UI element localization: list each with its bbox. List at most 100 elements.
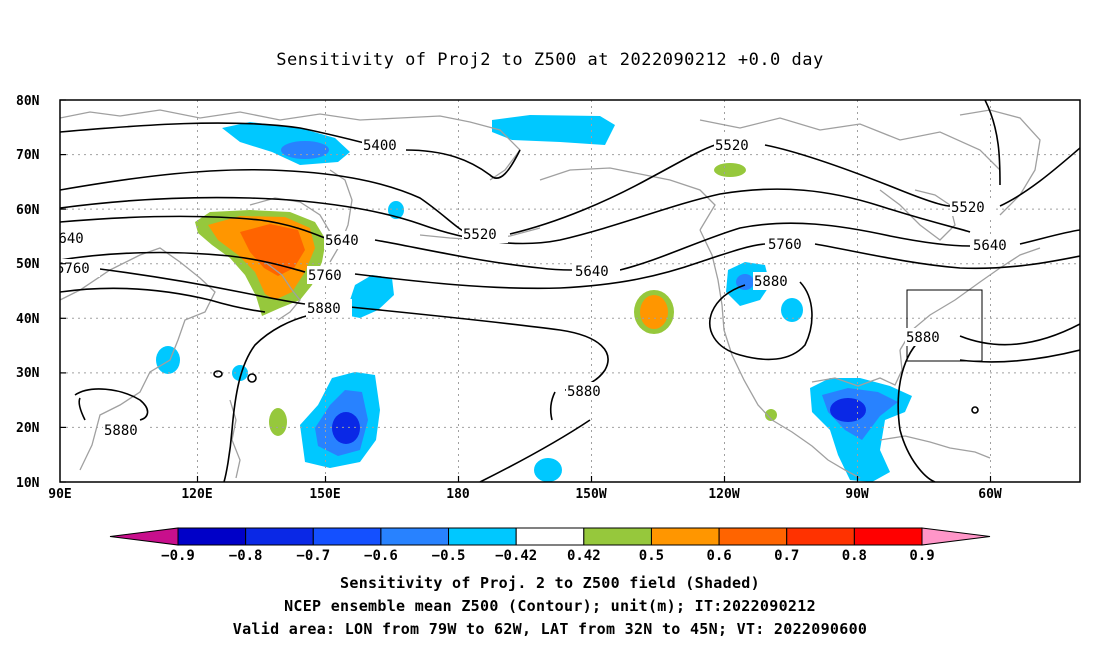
colorbar-tick-label: 0.6 [706,548,731,564]
shade-positive-central-pacific-core [640,295,668,329]
contour-5640-d [1019,229,1080,245]
contour-label: 5880 [104,423,138,439]
graticule [60,100,1080,482]
colorbar-swatch [853,527,923,546]
colorbar-swatch [718,527,788,546]
contour-5760-a [60,251,306,273]
coast-siberia-arctic [60,109,521,181]
shade-negative-arctic-north [492,115,615,145]
lon-label: 180 [446,487,470,502]
contour-label: 5520 [951,200,985,216]
footer-valid-area-caption: Valid area: LON from 79W to 62W, LAT fro… [232,620,868,638]
map-frame [59,99,1081,483]
footer-shading-caption: Sensitivity of Proj. 2 to Z500 field (Sh… [340,574,760,592]
contour-label: 5880 [906,330,940,346]
contour-mid-1 [60,188,971,245]
shade-negative-arctic-siberia-core [281,141,329,159]
colorbar-tick-label: −0.6 [364,548,398,564]
shade-positive-small-3 [765,409,777,421]
contour-5880-i [74,388,149,421]
colorbar-swatch [245,527,314,546]
colorbar-tick-label: −0.5 [432,548,466,564]
contour-5400-b [404,149,521,179]
contour-small-1 [213,370,223,378]
contour-5880-j [78,397,86,421]
valid-area-box [906,289,983,362]
colorbar-tick-label: −0.7 [296,548,330,564]
colorbar-max-triangle [921,527,991,546]
coast-east-asia [60,247,216,471]
colorbar-swatch [312,527,382,546]
contour-5760-c [814,243,1080,270]
contour-label: 5880 [567,384,601,400]
contour-label: 5520 [463,227,497,243]
contour-label: 5760 [308,268,342,284]
lat-label: 60N [16,203,40,218]
lon-label: 90W [845,487,869,502]
colorbar-swatch [786,527,855,546]
shade-negative-gulf-core [830,398,866,422]
coast-alaska [539,167,716,231]
shade-positive-small-1 [269,408,287,436]
colorbar-swatch [583,527,652,546]
contour-5880-g [959,323,1080,346]
colorbar-tick-label: −0.42 [495,548,537,564]
shade-negative-west-pacific-core [332,412,360,444]
latitude-labels: 80N 70N 60N 50N 40N 30N 20N 10N [16,94,40,491]
lon-label: 60W [978,487,1002,502]
coast-caribbean [879,435,991,459]
contour-label: 5640 [575,264,609,280]
contour-5520-c [764,144,951,207]
contour-label: 5640 [325,233,359,249]
contour-label: 5760 [56,261,90,277]
shade-negative-central-south [534,458,562,482]
coast-japan [264,261,301,321]
colorbar-labels: −0.9 −0.8 −0.7 −0.6 −0.5 −0.42 0.42 0.5 0.6 0.7 0.… [161,548,935,564]
lat-label: 30N [16,366,40,381]
colorbar-tick-label: −0.9 [161,548,195,564]
shade-negative-small-c [781,298,803,322]
lat-label: 80N [16,94,40,109]
colorbar-min-triangle [109,527,179,546]
lon-label: 120E [181,487,212,502]
colorbar-tick-label: 0.8 [842,548,867,564]
contour-5880-d [709,281,813,361]
contour-5640-b [374,239,573,271]
lon-label: 120W [708,487,739,502]
contour-small-2 [247,373,257,383]
contour-5880-e [479,419,591,482]
map-background [60,100,1080,482]
colorbar-swatch [515,527,585,546]
colorbar-swatch [380,527,450,546]
lat-label: 40N [16,312,40,327]
colorbar-tick-label: −0.8 [229,548,263,564]
axis-ticks [60,99,992,483]
shade-positive-small-2 [714,163,746,177]
footer-contour-caption: NCEP ensemble mean Z500 (Contour); unit(… [284,597,816,615]
contour-5640-c [619,222,971,271]
shade-negative-small-a [388,201,404,219]
contour-mid-2 [60,287,266,313]
coast-canada-arctic [699,117,1001,171]
contour-5880-b [223,314,311,482]
shade-positive-nw-pacific-core [240,224,305,276]
colorbar-tick-label: 0.42 [567,548,601,564]
colorbar-tick-label: 0.5 [639,548,664,564]
contour-label: 5760 [768,237,802,253]
lat-label: 20N [16,421,40,436]
contour-label: 5520 [715,138,749,154]
lat-label: 70N [16,148,40,163]
contour-small-3 [971,406,979,414]
lat-label: 10N [16,476,40,491]
contour-5880-c [549,391,556,421]
contour-label: 5880 [307,301,341,317]
coast-central-america [771,419,861,479]
contour-label: 5400 [363,138,397,154]
contour-5760-b [354,243,766,290]
contour-label: 5640 [973,238,1007,254]
page-title: Sensitivity of Proj2 to Z500 at 20220902… [276,50,824,70]
lat-label: 50N [16,257,40,272]
contour-5520-e [984,100,1001,186]
contour-5520-d [999,147,1080,207]
